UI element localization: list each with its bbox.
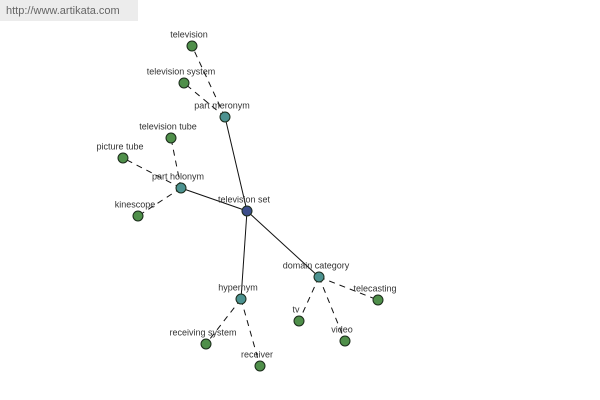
node-label: television tube bbox=[139, 121, 197, 131]
node-label: hypernym bbox=[218, 282, 258, 292]
node-label: picture tube bbox=[96, 141, 143, 151]
node-label: domain category bbox=[283, 260, 350, 270]
node-label: part holonym bbox=[152, 171, 204, 181]
node[interactable] bbox=[175, 182, 187, 194]
node[interactable] bbox=[165, 132, 177, 144]
dashed-edge bbox=[170, 137, 182, 189]
url: http://www.artikata.com bbox=[6, 5, 120, 17]
nodes bbox=[117, 40, 384, 372]
dashed-edge bbox=[137, 187, 182, 217]
node-label: part meronym bbox=[194, 100, 250, 110]
node-label: receiving system bbox=[169, 327, 236, 337]
node-label: video bbox=[331, 324, 353, 334]
dashed-edge bbox=[298, 276, 320, 322]
node[interactable] bbox=[178, 77, 190, 89]
node-label: television set bbox=[218, 194, 271, 204]
edge bbox=[246, 210, 320, 278]
node[interactable] bbox=[339, 335, 351, 347]
node-label: telecasting bbox=[353, 283, 396, 293]
node-label: television system bbox=[147, 66, 216, 76]
node[interactable] bbox=[254, 360, 266, 372]
node-label: tv bbox=[292, 304, 300, 314]
edge bbox=[224, 116, 248, 212]
url-box bbox=[0, 0, 138, 21]
labels: television set part meronym television tele… bbox=[96, 29, 396, 359]
node-label: television bbox=[170, 29, 208, 39]
node-label: receiver bbox=[241, 349, 273, 359]
node[interactable] bbox=[372, 294, 384, 306]
node[interactable] bbox=[241, 205, 253, 217]
dashed-edge bbox=[191, 45, 226, 118]
edges bbox=[122, 45, 379, 367]
node[interactable] bbox=[200, 338, 212, 350]
node[interactable] bbox=[117, 152, 129, 164]
dashed-edge bbox=[318, 276, 346, 342]
node[interactable] bbox=[235, 293, 247, 305]
edge bbox=[240, 210, 248, 300]
node[interactable] bbox=[313, 271, 325, 283]
dashed-edge bbox=[205, 298, 242, 345]
edge bbox=[180, 187, 248, 212]
node[interactable] bbox=[132, 210, 144, 222]
node[interactable] bbox=[219, 111, 231, 123]
dashed-edge bbox=[240, 298, 261, 367]
node[interactable] bbox=[186, 40, 198, 52]
node-label: kinescope bbox=[115, 199, 156, 209]
dashed-edge bbox=[183, 82, 226, 118]
node[interactable] bbox=[293, 315, 305, 327]
